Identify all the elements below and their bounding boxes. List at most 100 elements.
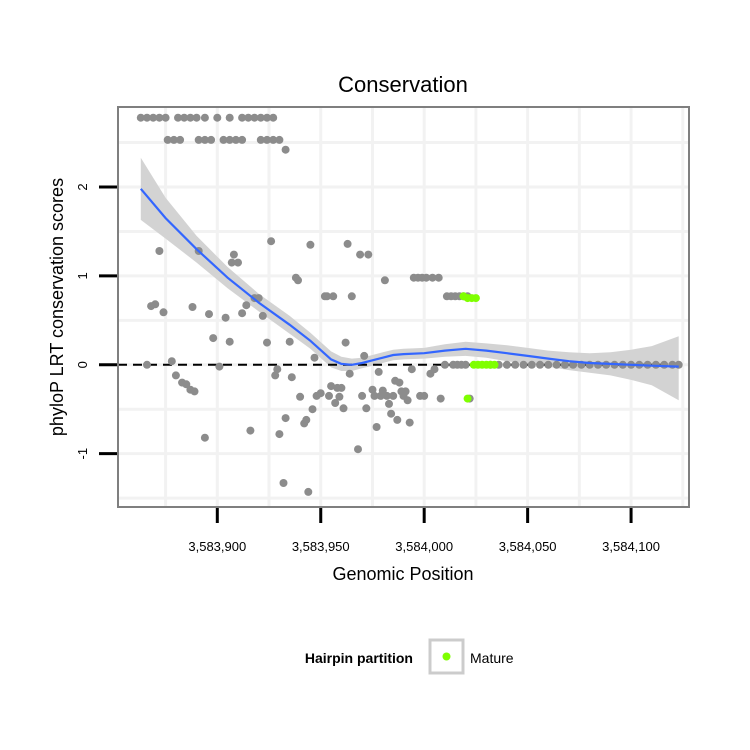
data-point bbox=[285, 337, 294, 346]
data-point bbox=[316, 389, 325, 398]
mature-point bbox=[471, 294, 480, 303]
data-point bbox=[269, 113, 278, 122]
data-point bbox=[527, 360, 536, 369]
y-tick-label: 2 bbox=[75, 183, 90, 190]
data-point bbox=[345, 369, 354, 378]
data-point bbox=[337, 383, 346, 392]
data-point bbox=[430, 365, 439, 374]
data-point bbox=[374, 367, 383, 376]
data-point bbox=[511, 360, 520, 369]
data-point bbox=[370, 391, 379, 400]
data-point bbox=[180, 113, 189, 122]
data-point bbox=[186, 113, 195, 122]
data-point bbox=[519, 360, 528, 369]
legend: Hairpin partition Mature bbox=[305, 638, 514, 675]
data-point bbox=[287, 373, 296, 382]
data-point bbox=[536, 360, 544, 369]
data-point bbox=[335, 392, 344, 401]
data-point bbox=[256, 113, 265, 122]
data-point bbox=[263, 113, 271, 122]
data-point bbox=[225, 337, 234, 346]
data-point bbox=[393, 415, 402, 424]
data-point bbox=[552, 360, 561, 369]
data-point bbox=[221, 313, 230, 322]
data-point bbox=[169, 135, 178, 144]
mature-point bbox=[463, 394, 472, 403]
y-axis-label: phyloP LRT conservation scores bbox=[47, 178, 67, 436]
data-point bbox=[171, 371, 180, 380]
mature-point bbox=[490, 360, 499, 369]
data-point bbox=[306, 240, 315, 249]
data-point bbox=[229, 250, 238, 259]
data-points bbox=[136, 113, 683, 496]
data-point bbox=[163, 135, 172, 144]
data-point bbox=[188, 303, 197, 311]
data-point bbox=[215, 362, 224, 371]
data-point bbox=[368, 385, 377, 394]
data-point bbox=[660, 360, 669, 369]
panel-border bbox=[117, 106, 690, 508]
data-point bbox=[364, 250, 373, 259]
data-point bbox=[329, 292, 338, 301]
data-point bbox=[271, 371, 280, 380]
data-point bbox=[560, 360, 569, 369]
data-point bbox=[281, 414, 290, 423]
data-point bbox=[167, 357, 176, 366]
data-point bbox=[159, 308, 168, 317]
data-point bbox=[387, 409, 396, 418]
data-point bbox=[244, 113, 253, 122]
x-tick-label: 3,584,100 bbox=[602, 539, 660, 554]
legend-key-mature-icon bbox=[442, 652, 451, 661]
data-point bbox=[273, 365, 282, 374]
data-point bbox=[219, 135, 228, 144]
data-point bbox=[323, 292, 331, 301]
legend-item-mature-label: Mature bbox=[470, 650, 514, 666]
data-point bbox=[382, 391, 391, 400]
data-point bbox=[279, 479, 288, 487]
data-point bbox=[407, 365, 416, 374]
data-point bbox=[258, 311, 267, 320]
data-point bbox=[281, 145, 290, 154]
data-point bbox=[246, 426, 255, 435]
data-point bbox=[143, 113, 151, 122]
data-point bbox=[436, 394, 445, 403]
data-point bbox=[385, 399, 393, 408]
plot-panel bbox=[117, 106, 690, 508]
data-point bbox=[194, 135, 203, 144]
data-point bbox=[395, 378, 404, 387]
x-tick-label: 3,583,900 bbox=[188, 539, 246, 554]
data-point bbox=[327, 382, 336, 391]
data-point bbox=[207, 135, 216, 144]
panel-background bbox=[118, 107, 689, 507]
data-point bbox=[405, 418, 414, 427]
data-point bbox=[304, 487, 313, 496]
data-point bbox=[263, 135, 271, 144]
data-point bbox=[347, 292, 356, 301]
data-point bbox=[256, 135, 265, 144]
data-point bbox=[269, 135, 278, 144]
data-point bbox=[174, 113, 182, 122]
data-point bbox=[155, 113, 164, 122]
data-point bbox=[213, 113, 222, 122]
data-point bbox=[200, 113, 209, 122]
data-point bbox=[420, 391, 429, 400]
data-point bbox=[151, 300, 160, 309]
data-point bbox=[275, 430, 284, 439]
data-point bbox=[200, 135, 209, 144]
data-point bbox=[136, 113, 145, 122]
data-point bbox=[294, 276, 302, 285]
data-point bbox=[403, 396, 412, 405]
grid-lines bbox=[118, 107, 689, 507]
chart-title: Conservation bbox=[338, 72, 468, 97]
data-point bbox=[461, 360, 470, 369]
x-tick-label: 3,584,050 bbox=[499, 539, 557, 554]
data-point bbox=[310, 353, 319, 362]
data-point bbox=[275, 135, 284, 144]
x-tick-label: 3,583,950 bbox=[292, 539, 350, 554]
x-axis-label: Genomic Position bbox=[332, 564, 473, 584]
data-point bbox=[380, 276, 389, 285]
data-point bbox=[308, 405, 317, 414]
data-point bbox=[238, 309, 247, 318]
data-point bbox=[502, 360, 511, 369]
data-point bbox=[225, 135, 234, 144]
